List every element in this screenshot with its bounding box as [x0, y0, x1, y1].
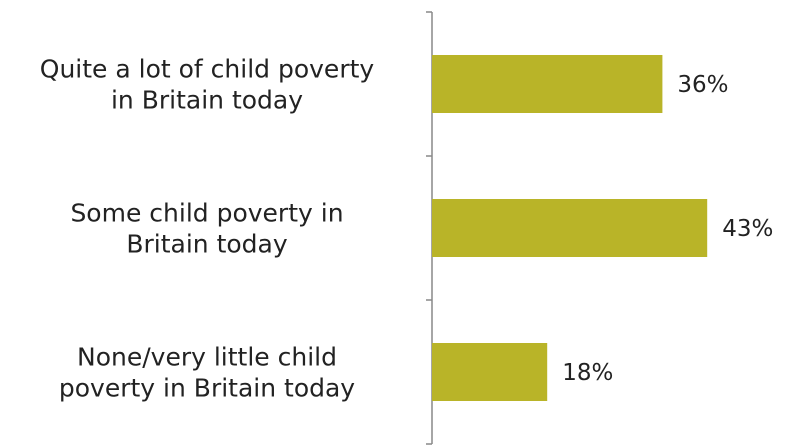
category-label-line: Britain today — [126, 230, 288, 259]
value-label: 43% — [722, 216, 773, 242]
category-label: Quite a lot of child poverty in Britain t… — [40, 55, 375, 115]
category-label: None/very little child poverty in Britain… — [59, 343, 355, 403]
category-label: Some child poverty in Britain today — [70, 199, 343, 259]
value-label: 18% — [562, 360, 613, 386]
category-label-line: Some child poverty in — [70, 199, 343, 228]
axis-layer — [426, 11, 433, 445]
category-label-line: poverty in Britain today — [59, 374, 355, 403]
bar — [432, 343, 548, 401]
category-label-line: Quite a lot of child poverty — [40, 55, 375, 84]
bar — [432, 199, 708, 257]
bars-layer — [432, 55, 708, 401]
value-label: 36% — [677, 72, 728, 98]
category-label-line: None/very little child — [77, 343, 337, 372]
category-label-line: in Britain today — [111, 86, 303, 115]
labels-layer: 36% Quite a lot of child poverty in Britai… — [40, 55, 774, 403]
bar — [432, 55, 663, 113]
